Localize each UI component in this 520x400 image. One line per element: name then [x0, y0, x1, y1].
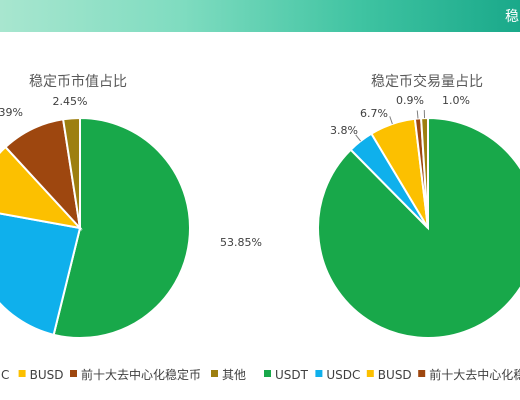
- pie-slice-0-2: [0, 145, 83, 230]
- legend-swatch-0-2: [70, 370, 77, 377]
- legend-label-0-1: BUSD: [30, 368, 64, 382]
- header-banner: 稳: [0, 0, 520, 32]
- legend-label-0-3: 其他: [222, 368, 246, 382]
- legend-label-0-0: C: [1, 368, 9, 382]
- legend-volume: USDT USDC BUSD 前十大去中心化稳: [264, 367, 520, 382]
- legend-market-cap: C BUSD 前十大去中心化稳定币 其他: [1, 367, 246, 382]
- chart-title-volume: 稳定币交易量占比: [371, 73, 483, 90]
- legend-label-1-2: BUSD: [378, 368, 412, 382]
- legend-label-1-1: USDC: [326, 368, 360, 382]
- legend-swatch-0-1: [18, 370, 26, 377]
- pie-slice-0-4: [61, 116, 81, 229]
- legend-swatch-1-2: [366, 370, 374, 377]
- pie-market-cap: 53.85% 9.39% 2.45%: [0, 95, 262, 339]
- legend-label-1-0: USDT: [275, 368, 309, 382]
- data-label-0-0: 53.85%: [220, 236, 262, 249]
- legend-label-1-3: 前十大去中心化稳: [429, 367, 520, 382]
- pie-volume: 3.8%6.7% 0.9% 1.0%: [317, 94, 520, 339]
- data-label-0-4: 2.45%: [53, 95, 88, 108]
- data-label-0-3: 9.39%: [0, 106, 23, 119]
- legend-swatch-0-3: [211, 370, 218, 377]
- banner-text: 稳: [505, 9, 520, 25]
- legend-swatch-1-3: [418, 370, 426, 377]
- chart-title-market-cap: 稳定币市值占比: [29, 73, 127, 90]
- leader-line-3: [416, 110, 419, 119]
- pie-slice-0-1: [0, 212, 82, 337]
- legend-swatch-1-1: [315, 370, 323, 377]
- pie-slice-1-0: [317, 116, 520, 339]
- pie-slice-0-0: [52, 116, 191, 339]
- leader-line-2: [389, 116, 393, 125]
- data-label-1-1: 3.8%: [330, 124, 358, 137]
- data-label-1-4: 1.0%: [442, 94, 470, 107]
- data-label-1-3: 0.9%: [396, 94, 424, 107]
- data-label-1-2: 6.7%: [360, 107, 388, 120]
- legend-label-0-2: 前十大去中心化稳定币: [81, 367, 201, 382]
- leader-line-1: [355, 134, 361, 142]
- legend-swatch-1-0: [264, 370, 271, 377]
